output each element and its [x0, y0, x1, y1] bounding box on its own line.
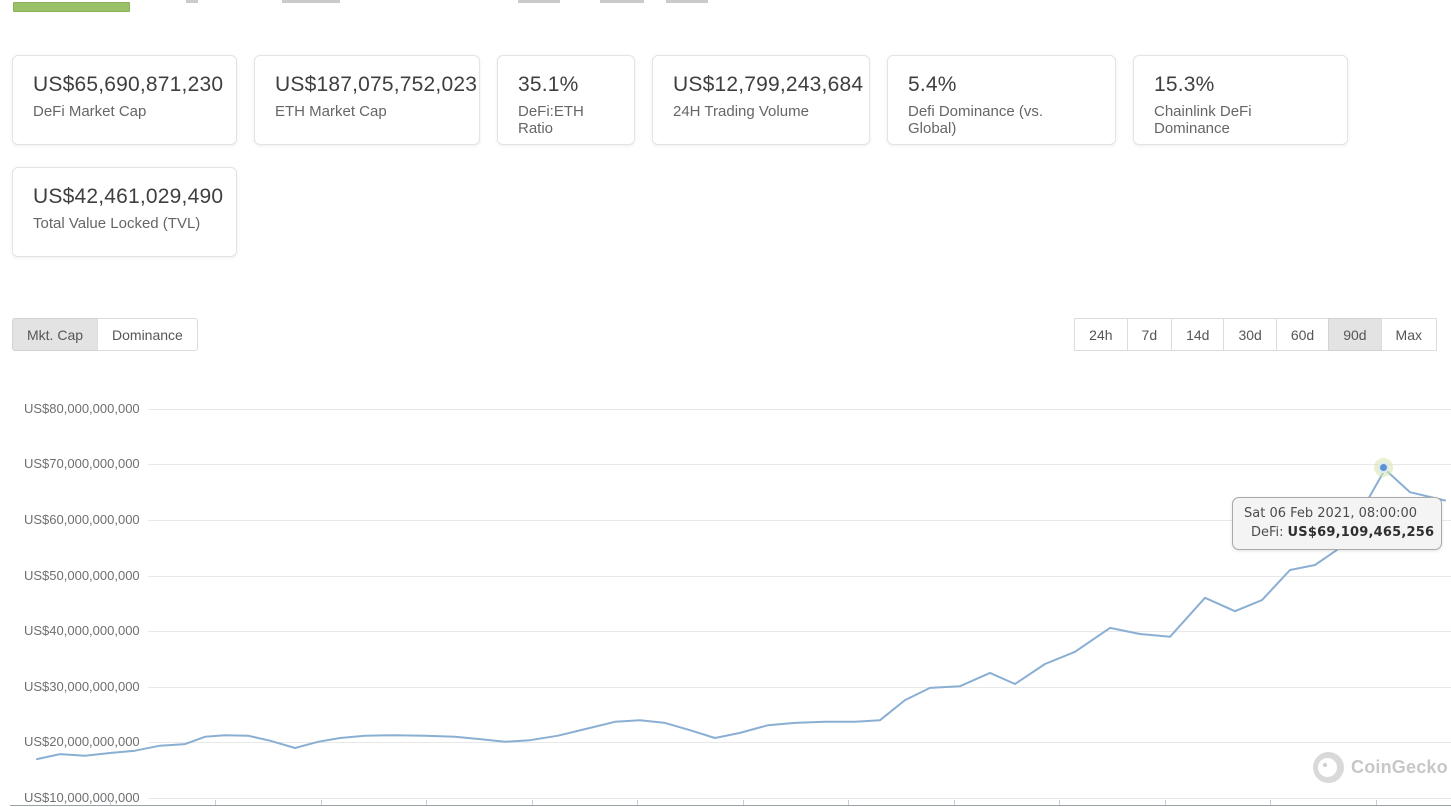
top-nav-clipped	[0, 0, 1451, 14]
defi-series-line	[36, 468, 1446, 761]
x-axis-tick	[426, 800, 427, 805]
stat-card-total-value-locked: US$42,461,029,490 Total Value Locked (TV…	[12, 167, 237, 257]
time-range-group: 24h 7d 14d 30d 60d 90d Max	[1074, 318, 1437, 351]
x-axis-tick	[1059, 800, 1060, 805]
stat-value: 5.4%	[908, 73, 957, 96]
stat-card-defi-eth-ratio: 35.1% DeFi:ETH Ratio	[497, 55, 635, 145]
y-axis-label: US$70,000,000,000	[24, 456, 140, 472]
range-90d[interactable]: 90d	[1328, 318, 1382, 351]
clipped-tab-text	[518, 0, 560, 3]
gridline	[148, 631, 1451, 633]
y-axis-label: US$50,000,000,000	[24, 567, 140, 583]
stat-card-24h-volume: US$12,799,243,684 24H Trading Volume	[652, 55, 870, 145]
stat-value: 35.1%	[518, 73, 579, 96]
gridline	[148, 464, 1451, 466]
stat-value: US$42,461,029,490	[33, 185, 224, 208]
defi-market-cap-chart[interactable]: US$80,000,000,000 US$70,000,000,000 US$60,…	[0, 385, 1451, 807]
x-axis-tick	[320, 800, 322, 805]
x-axis-tick	[1164, 800, 1166, 805]
tab-mkt-cap[interactable]: Mkt. Cap	[12, 318, 99, 351]
stat-card-eth-market-cap: US$187,075,752,023 ETH Market Cap	[254, 55, 480, 145]
y-axis-label: US$60,000,000,000	[24, 512, 140, 527]
stat-value: US$12,799,243,684	[673, 73, 864, 96]
stat-card-defi-market-cap: US$65,690,871,230 DeFi Market Cap	[12, 55, 237, 145]
gridline	[148, 798, 1451, 799]
tooltip-value: US$69,109,465,256	[1287, 525, 1435, 540]
coingecko-gecko-icon	[1313, 752, 1344, 783]
clipped-tab-text	[282, 0, 340, 3]
x-axis-tick	[637, 800, 638, 805]
tab-dominance[interactable]: Dominance	[97, 318, 198, 351]
gridline	[148, 408, 1451, 410]
range-60d[interactable]: 60d	[1275, 318, 1330, 351]
active-tab-indicator[interactable]	[13, 2, 130, 12]
gridline	[148, 742, 1451, 744]
stat-label: Chainlink DeFi Dominance	[1154, 103, 1252, 137]
y-axis-label: US$10,000,000,000	[24, 790, 140, 805]
tooltip-series-label: DeFi:	[1251, 525, 1284, 540]
watermark-label: CoinGecko	[1351, 757, 1448, 777]
gridline	[148, 686, 1451, 688]
coingecko-watermark: CoinGecko	[1313, 752, 1448, 783]
stat-label: DeFi Market Cap	[33, 103, 147, 120]
y-axis-label: US$80,000,000,000	[24, 400, 140, 416]
chart-controls: Mkt. Cap Dominance 24h 7d 14d 30d 60d 90…	[0, 318, 1451, 351]
x-axis-tick	[215, 800, 216, 805]
range-max[interactable]: Max	[1380, 318, 1437, 351]
x-axis-tick	[1270, 800, 1271, 805]
x-axis-tick	[953, 800, 955, 805]
clipped-tab-text	[600, 0, 644, 3]
range-14d[interactable]: 14d	[1171, 318, 1225, 351]
clipped-tab-text	[666, 0, 708, 3]
stat-card-defi-dominance: 5.4% Defi Dominance (vs. Global)	[887, 55, 1116, 145]
x-axis-tick	[848, 800, 849, 805]
x-axis-tick	[531, 800, 533, 805]
range-30d[interactable]: 30d	[1223, 318, 1277, 351]
stat-label: ETH Market Cap	[275, 103, 387, 120]
clipped-tab-text	[186, 0, 198, 3]
x-axis-line	[10, 805, 1451, 806]
y-axis-label: US$40,000,000,000	[24, 623, 140, 639]
y-axis-label: US$30,000,000,000	[24, 678, 140, 694]
range-7d[interactable]: 7d	[1126, 318, 1173, 351]
y-axis-label: US$20,000,000,000	[24, 734, 140, 750]
gridline	[148, 575, 1451, 577]
stats-card-grid: US$65,690,871,230 DeFi Market Cap US$187…	[12, 55, 1442, 257]
x-axis-tick	[109, 800, 111, 805]
tooltip-date: Sat 06 Feb 2021, 08:00:00	[1244, 506, 1418, 521]
x-axis-tick	[742, 800, 744, 805]
stat-value: US$65,690,871,230	[33, 73, 224, 96]
gridline	[148, 520, 1451, 521]
stat-value: US$187,075,752,023	[275, 73, 478, 96]
stat-card-chainlink-dominance: 15.3% Chainlink DeFi Dominance	[1133, 55, 1348, 145]
range-24h[interactable]: 24h	[1074, 318, 1128, 351]
chart-tooltip: Sat 06 Feb 2021, 08:00:00 DeFi: US$69,10…	[1232, 497, 1442, 550]
stat-label: Total Value Locked (TVL)	[33, 215, 201, 232]
stat-value: 15.3%	[1154, 73, 1215, 96]
metric-toggle-group: Mkt. Cap Dominance	[12, 318, 198, 351]
x-axis-tick	[1375, 800, 1377, 805]
stat-label: DeFi:ETH Ratio	[518, 103, 584, 137]
hovered-point-marker[interactable]	[1378, 462, 1389, 474]
stat-label: Defi Dominance (vs. Global)	[908, 103, 1044, 137]
stat-label: 24H Trading Volume	[673, 103, 809, 120]
